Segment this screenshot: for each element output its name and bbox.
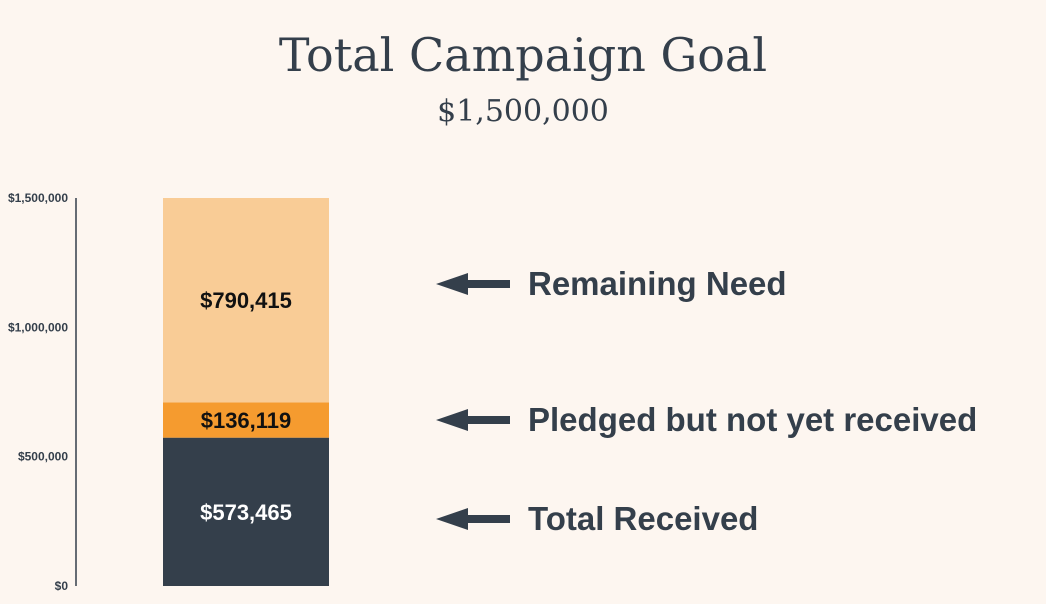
annotation: Remaining Need <box>436 264 787 304</box>
arrow-left-icon <box>436 409 510 431</box>
bar-segments <box>163 198 329 586</box>
y-tick-label: $500,000 <box>18 450 68 464</box>
annotation: Total Received <box>436 499 758 539</box>
arrow-left-icon <box>436 273 510 295</box>
arrow-left-icon <box>436 508 510 530</box>
chart-title: Total Campaign Goal <box>278 28 768 82</box>
annotation-label: Pledged but not yet received <box>528 401 978 438</box>
y-axis-ticks: $0 $500,000 $1,000,000 $1,500,000 <box>8 191 68 593</box>
bar-segment <box>163 437 329 586</box>
bar-data-label: $136,119 <box>201 408 292 433</box>
annotation-label: Remaining Need <box>528 265 787 302</box>
bar-segment <box>163 198 329 403</box>
y-tick-label: $0 <box>55 579 69 593</box>
y-tick-label: $1,000,000 <box>8 320 68 334</box>
annotation-label: Total Received <box>528 500 759 537</box>
y-tick-label: $1,500,000 <box>8 191 68 205</box>
bar-segment <box>163 402 329 438</box>
annotation: Pledged but not yet received <box>436 400 977 440</box>
bar-data-label: $573,465 <box>200 500 292 525</box>
bar-data-labels: $573,465 $136,119 $790,415 <box>200 288 292 525</box>
bar-data-label: $790,415 <box>200 288 292 313</box>
chart-subtitle: $1,500,000 <box>437 94 609 129</box>
